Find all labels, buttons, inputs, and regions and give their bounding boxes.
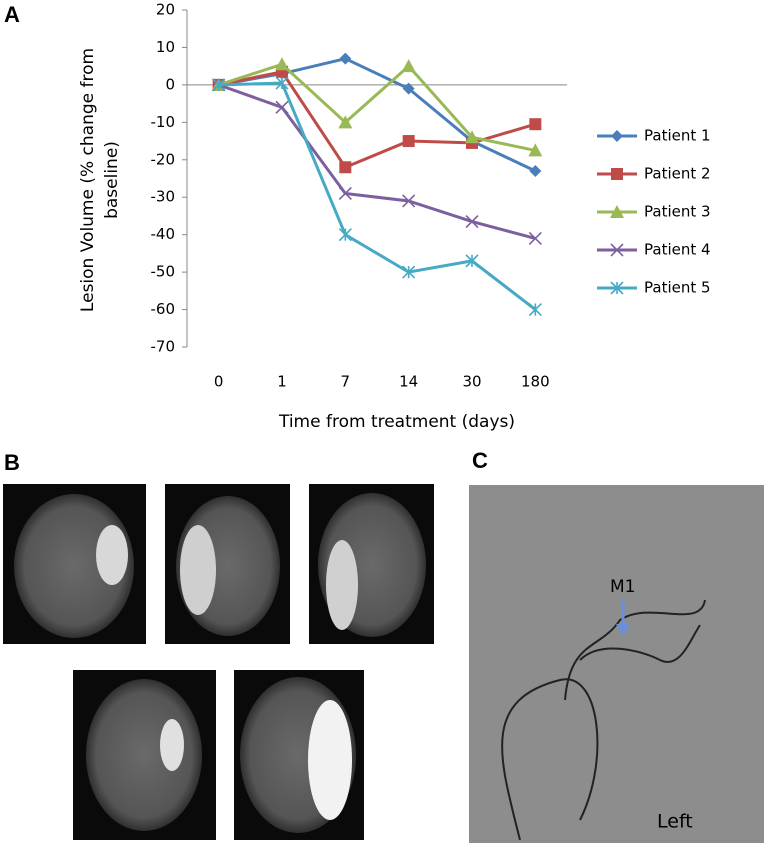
y-tick-label: -20	[151, 150, 176, 168]
data-point	[528, 231, 542, 245]
data-point	[528, 143, 543, 157]
data-point	[402, 265, 416, 279]
y-tick-label: 20	[156, 1, 175, 19]
lesion	[96, 525, 128, 585]
legend-label: Patient 1	[644, 127, 711, 145]
series-line	[218, 62, 536, 152]
annotation: M1	[610, 577, 635, 597]
lesion	[160, 719, 184, 771]
y-tick-label: -30	[151, 188, 176, 206]
legend-marker	[611, 130, 623, 142]
legend-marker	[610, 281, 624, 295]
data-point	[402, 194, 416, 208]
x-axis-title: Time from treatment (days)	[278, 412, 515, 432]
data-point	[338, 115, 353, 129]
y-tick-label: -40	[151, 225, 176, 243]
legend-label: Patient 2	[644, 165, 711, 183]
legend-label: Patient 4	[644, 241, 711, 259]
data-point	[465, 130, 479, 144]
mri-scans	[3, 484, 434, 840]
lesion	[326, 540, 358, 630]
panel-label: B	[4, 450, 20, 475]
legend-marker	[610, 205, 624, 218]
vessel	[579, 624, 701, 663]
angiogram: M1 Left	[469, 485, 764, 843]
series-line	[218, 81, 537, 311]
data-point	[528, 302, 542, 317]
lesion	[308, 700, 352, 820]
scan	[86, 679, 202, 831]
arrow-head	[616, 624, 630, 636]
y-tick-label: -10	[151, 113, 176, 131]
series-line	[218, 70, 536, 170]
x-tick-label: 0	[214, 373, 224, 391]
data-point	[529, 165, 542, 178]
data-point	[339, 161, 352, 174]
y-tick-label: -70	[151, 338, 176, 356]
legend-label: Patient 5	[644, 279, 711, 297]
data-point	[275, 100, 289, 114]
x-tick-label: 180	[521, 373, 550, 391]
annotation: Left	[657, 811, 693, 833]
data-point	[402, 135, 415, 148]
y-tick-label: 0	[165, 75, 175, 93]
panel-label: A	[4, 2, 20, 27]
y-tick-label: -60	[151, 300, 176, 318]
panel-label: C	[472, 448, 488, 473]
vessel	[501, 599, 706, 841]
series-line	[218, 83, 536, 240]
data-point	[339, 52, 352, 65]
y-tick-label: 10	[156, 38, 175, 56]
data-point	[401, 59, 416, 73]
x-tick-label: 14	[399, 373, 418, 391]
x-tick-label: 1	[277, 373, 287, 391]
legend-label: Patient 3	[644, 203, 711, 221]
data-point	[465, 214, 479, 229]
data-point	[402, 82, 415, 95]
data-point	[465, 254, 479, 268]
data-point	[338, 228, 352, 242]
y-tick-label: -50	[151, 263, 176, 281]
angiogram-image	[469, 485, 764, 843]
data-point	[529, 118, 542, 131]
y-axis-title: Lesion Volume (% change from baseline)	[78, 48, 122, 312]
x-tick-label: 7	[341, 373, 351, 391]
data-point	[338, 186, 352, 201]
lesion	[180, 525, 216, 615]
legend-marker	[610, 243, 624, 257]
series-line	[218, 57, 536, 173]
data-point	[212, 78, 226, 92]
data-point	[275, 57, 289, 71]
data-point	[275, 76, 289, 90]
legend-marker	[611, 168, 623, 180]
x-tick-label: 30	[462, 373, 481, 391]
